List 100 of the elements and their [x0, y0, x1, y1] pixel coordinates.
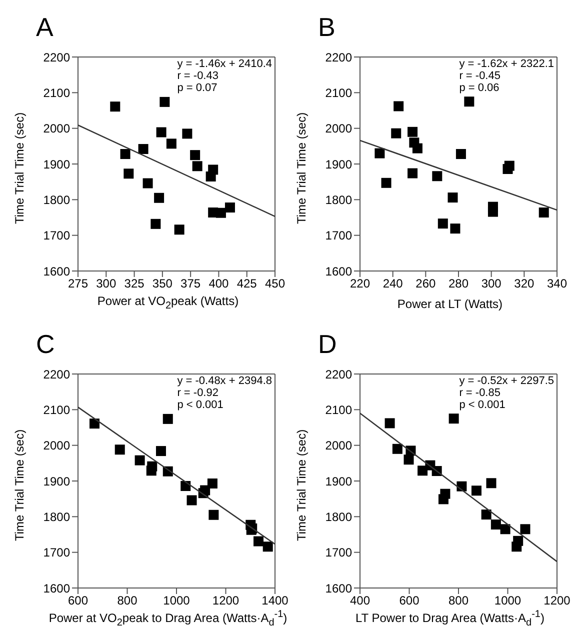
point	[156, 127, 166, 138]
annotation: p = 0.06	[459, 82, 500, 94]
y-tick-label: 1600	[325, 264, 352, 278]
point	[192, 161, 202, 172]
point	[90, 418, 100, 429]
annotation: r = -0.43	[177, 70, 220, 82]
point	[254, 536, 264, 546]
x-tick-label: 1000	[494, 594, 522, 608]
x-tick-label: 1200	[544, 594, 571, 608]
x-tick-label: 220	[350, 276, 370, 291]
y-tick-label: 1900	[43, 474, 70, 488]
x-tick-label: 600	[399, 594, 420, 608]
point	[440, 488, 450, 499]
annotation: y = -1.62x + 2322.1	[459, 58, 554, 70]
y-axis-title: Time Trial Time (sec)	[294, 112, 308, 224]
annotation: r = -0.92	[177, 387, 220, 399]
y-tick-label: 1600	[325, 581, 352, 596]
point	[504, 160, 514, 171]
x-tick-label: 350	[152, 276, 173, 291]
point	[520, 524, 530, 534]
point	[513, 536, 524, 546]
y-tick-label: 2100	[325, 86, 352, 100]
x-tick-label: 320	[514, 276, 534, 291]
y-tick-label: 2000	[325, 438, 352, 453]
y-tick-label: 1900	[325, 474, 352, 488]
point	[391, 128, 402, 138]
annotation: y = -0.48x + 2394.8	[177, 375, 272, 387]
point	[166, 138, 176, 149]
x-tick-label: 240	[382, 276, 404, 291]
x-tick-label: 375	[180, 276, 201, 291]
x-axis-title: LT Power to Drag Area (Watts·A$_{d}$$^{-1}$)	[354, 608, 546, 628]
point	[381, 178, 392, 188]
point	[110, 102, 120, 112]
point	[146, 466, 156, 476]
point	[408, 168, 418, 178]
y-tick-label: 1800	[43, 192, 70, 207]
point	[134, 455, 145, 466]
point	[156, 446, 166, 456]
x-axis-title: Power at VO$_{2}$peak (Watts)	[96, 294, 240, 311]
chart-title: B	[318, 12, 336, 43]
point	[481, 510, 492, 520]
point	[180, 480, 191, 491]
point	[490, 520, 501, 530]
point	[150, 218, 161, 229]
point	[438, 218, 448, 229]
point	[488, 206, 498, 217]
point	[120, 149, 130, 160]
annotation: p < 0.001	[177, 399, 224, 411]
y-tick-label: 1700	[43, 228, 70, 243]
chart-title: A	[36, 12, 54, 43]
y-tick-label: 2100	[43, 86, 70, 100]
x-tick-label: 400	[350, 594, 370, 608]
annotation: y = -1.46x + 2410.4	[177, 58, 272, 70]
point	[448, 414, 459, 424]
point	[262, 542, 273, 552]
y-tick-label: 1700	[43, 546, 70, 560]
point	[500, 524, 510, 534]
x-tick-label: 800	[448, 594, 469, 608]
point	[160, 96, 170, 107]
point	[374, 148, 385, 158]
x-tick-label: 800	[117, 594, 138, 608]
point	[450, 224, 460, 234]
x-tick-label: 300	[96, 276, 116, 291]
y-tick-label: 1600	[43, 264, 70, 278]
x-tick-label: 1400	[262, 594, 289, 608]
x-tick-label: 1000	[163, 594, 190, 608]
point	[138, 144, 148, 154]
annotation: r = -0.45	[459, 70, 502, 82]
annotation: p < 0.001	[459, 399, 506, 411]
point	[114, 444, 125, 455]
point	[412, 143, 422, 154]
annotation: p = 0.07	[177, 82, 218, 94]
y-tick-label: 1800	[325, 192, 352, 207]
x-tick-label: 600	[68, 594, 88, 608]
y-tick-label: 1800	[43, 510, 70, 524]
point	[154, 192, 164, 203]
point	[408, 126, 418, 137]
point	[206, 171, 216, 182]
y-tick-label: 2000	[43, 122, 70, 136]
y-tick-label: 2100	[43, 402, 70, 417]
point	[186, 495, 197, 506]
y-axis-title: Time Trial Time (sec)	[12, 112, 26, 224]
point	[162, 414, 173, 424]
x-tick-label: 325	[124, 276, 145, 291]
x-tick-label: 340	[546, 276, 568, 291]
y-tick-label: 2200	[325, 50, 352, 64]
x-tick-label: 280	[448, 276, 469, 291]
y-tick-label: 1700	[325, 228, 352, 243]
annotation: y = -0.52x + 2297.5	[459, 375, 554, 387]
point	[404, 454, 414, 465]
y-tick-label: 2200	[43, 367, 70, 382]
y-tick-label: 2000	[43, 438, 70, 453]
y-axis-title: Time Trial Time (sec)	[12, 429, 26, 541]
point	[174, 224, 184, 235]
y-tick-label: 2000	[325, 122, 352, 136]
y-tick-label: 1600	[43, 581, 70, 596]
point	[142, 178, 153, 188]
point	[190, 150, 200, 160]
y-tick-label: 2100	[325, 402, 352, 417]
point	[182, 128, 192, 139]
